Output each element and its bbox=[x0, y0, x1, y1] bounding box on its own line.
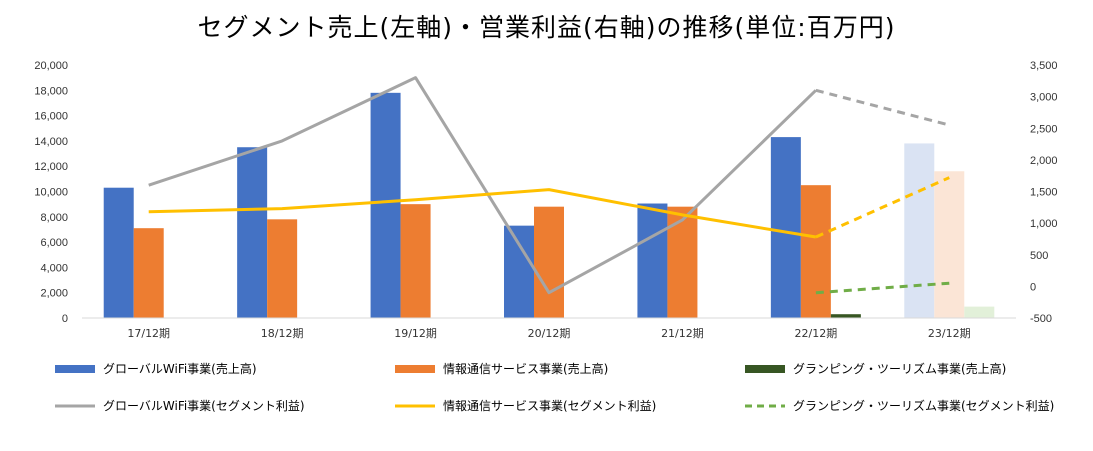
left-tick-label: 16,000 bbox=[34, 111, 68, 123]
right-axis: -500 0 500 1,000 1,500 2,000 2,500 3,000 3,500 bbox=[1030, 60, 1058, 325]
left-tick-label: 8,000 bbox=[40, 212, 68, 224]
bar bbox=[370, 92, 401, 318]
bar bbox=[904, 143, 935, 318]
line-marks bbox=[148, 76, 950, 295]
right-tick-label: 500 bbox=[1030, 250, 1048, 262]
legend-label: 情報通信サービス事業(売上高) bbox=[443, 361, 608, 376]
right-tick-label: 1,500 bbox=[1030, 187, 1058, 199]
legend-label: 情報通信サービス事業(セグメント利益) bbox=[443, 399, 656, 413]
bar bbox=[934, 171, 965, 318]
left-tick-label: 4,000 bbox=[40, 262, 68, 274]
bar bbox=[800, 185, 831, 318]
right-tick-label: 3,500 bbox=[1030, 60, 1058, 72]
category-label: 23/12期 bbox=[928, 327, 971, 340]
category-label: 22/12期 bbox=[795, 327, 838, 340]
right-tick-label: 2,000 bbox=[1030, 155, 1058, 167]
left-tick-label: 2,000 bbox=[40, 288, 68, 300]
legend-label: グランピング・ツーリズム事業(セグメント利益) bbox=[793, 398, 1054, 413]
bar bbox=[770, 137, 801, 318]
legend-label: グローバルWiFi事業(セグメント利益) bbox=[103, 399, 305, 413]
series-line-forecast bbox=[815, 88, 950, 127]
bar bbox=[133, 228, 164, 318]
series-line bbox=[148, 188, 817, 239]
left-tick-label: 18,000 bbox=[34, 85, 68, 97]
left-axis: 0 2,000 4,000 6,000 8,000 10,000 12,000 14,000 1… bbox=[34, 60, 68, 325]
chart-title: セグメント売上(左軸)・営業利益(右軸)の推移(単位:百万円) bbox=[197, 13, 896, 42]
legend-label: グランピング・ツーリズム事業(売上高) bbox=[793, 361, 1006, 376]
left-tick-label: 12,000 bbox=[34, 161, 68, 173]
left-tick-label: 10,000 bbox=[34, 187, 68, 199]
legend-swatch bbox=[745, 365, 785, 373]
category-label: 18/12期 bbox=[261, 327, 304, 340]
right-tick-label: 3,000 bbox=[1030, 92, 1058, 104]
right-tick-label: -500 bbox=[1030, 313, 1052, 325]
bar bbox=[267, 219, 298, 318]
bar bbox=[534, 206, 564, 318]
legend-label: グローバルWiFi事業(売上高) bbox=[103, 361, 257, 376]
bar-marks bbox=[103, 92, 995, 318]
series-line-forecast bbox=[815, 176, 950, 239]
bar bbox=[667, 206, 698, 318]
category-label: 19/12期 bbox=[394, 327, 437, 340]
bar bbox=[964, 306, 995, 318]
bar bbox=[237, 147, 268, 318]
bar bbox=[400, 204, 431, 318]
right-tick-label: 1,000 bbox=[1030, 218, 1058, 230]
legend: グローバルWiFi事業(売上高) 情報通信サービス事業(売上高) グランピング・ツー… bbox=[55, 361, 1054, 413]
category-label: 21/12期 bbox=[661, 327, 704, 340]
bar bbox=[830, 314, 861, 318]
legend-swatch bbox=[395, 365, 435, 373]
left-tick-label: 6,000 bbox=[40, 237, 68, 249]
category-label: 17/12期 bbox=[127, 327, 170, 340]
left-tick-label: 20,000 bbox=[34, 60, 68, 72]
legend-swatch bbox=[55, 365, 95, 373]
category-label: 20/12期 bbox=[528, 327, 571, 340]
bar bbox=[504, 225, 534, 318]
bar bbox=[103, 187, 134, 318]
category-axis: 17/12期 18/12期 19/12期 20/12期 21/12期 22/12期 23/1… bbox=[82, 317, 1016, 340]
right-tick-label: 2,500 bbox=[1030, 123, 1058, 135]
right-tick-label: 0 bbox=[1030, 281, 1036, 293]
bar bbox=[637, 203, 668, 318]
left-tick-label: 0 bbox=[62, 313, 68, 325]
series-line bbox=[148, 76, 817, 295]
left-tick-label: 14,000 bbox=[34, 136, 68, 148]
